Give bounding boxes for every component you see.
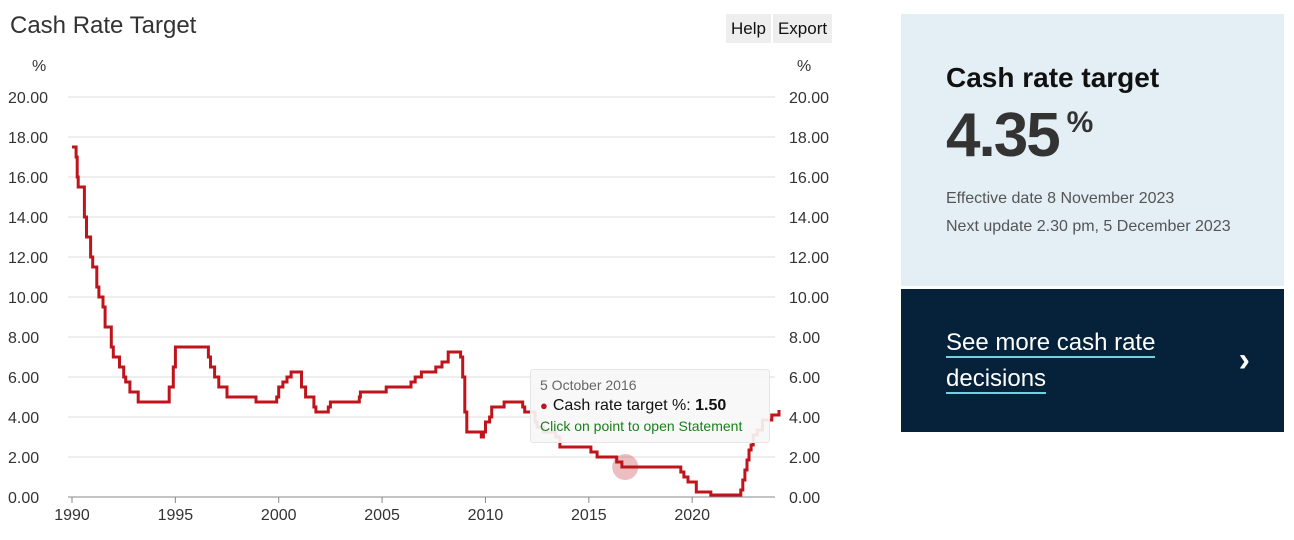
tooltip-series-label: Cash rate target %:	[552, 397, 691, 414]
y-tick-label-left: 20.00	[8, 90, 48, 107]
x-tick-label: 2015	[571, 507, 607, 524]
y-tick-label-right: 0.00	[789, 490, 820, 507]
y-axis-right-unit: %	[797, 58, 812, 75]
see-more-decisions-link[interactable]: See more cash rate decisions ›	[901, 289, 1284, 432]
card-rate-unit: %	[1066, 106, 1094, 139]
x-tick-label: 2020	[674, 507, 710, 524]
y-tick-label-right: 16.00	[789, 170, 829, 187]
tooltip-date: 5 October 2016	[540, 377, 637, 393]
y-tick-label-left: 8.00	[8, 330, 39, 347]
cta-label-wrap: See more cash rate decisions	[946, 325, 1206, 397]
y-tick-label-right: 4.00	[789, 410, 820, 427]
chart-tooltip: 5 October 2016 ● Cash rate target %: 1.50…	[530, 369, 770, 443]
chart-panel: 0.00 0.00 2.00 2.00 4.00 4.00 6.00 6.00 8.00 8.00…	[0, 0, 850, 540]
y-tick-label-right: 10.00	[789, 290, 829, 307]
tooltip-value: 1.50	[695, 397, 727, 414]
y-tick-label-right: 12.00	[789, 250, 829, 267]
chart-toolbar: Help Export	[726, 14, 833, 43]
series-dot-icon: ●	[540, 398, 548, 413]
card-effective-date: Effective date 8 November 2023	[946, 190, 1175, 207]
x-tick-label: 2000	[261, 507, 297, 524]
help-button[interactable]: Help	[726, 14, 771, 43]
tooltip-hint: Click on point to open Statement	[540, 418, 743, 434]
cta-label[interactable]: See more cash rate decisions	[946, 329, 1156, 394]
card-rate-value: 4.35	[946, 101, 1061, 170]
y-tick-label-right: 2.00	[789, 450, 820, 467]
card-title: Cash rate target	[946, 62, 1160, 93]
y-tick-label-right: 8.00	[789, 330, 820, 347]
tooltip-row: ● Cash rate target %: 1.50	[540, 397, 760, 415]
y-tick-label-left: 18.00	[8, 130, 48, 147]
y-tick-label-right: 18.00	[789, 130, 829, 147]
x-tick-label: 1995	[158, 507, 194, 524]
y-tick-label-left: 16.00	[8, 170, 48, 187]
chevron-right-icon[interactable]: ›	[1238, 341, 1250, 379]
y-tick-label-left: 14.00	[8, 210, 48, 227]
chart-title: Cash Rate Target	[10, 12, 197, 39]
y-tick-label-right: 6.00	[789, 370, 820, 387]
y-tick-label-left: 12.00	[8, 250, 48, 267]
y-tick-label-right: 20.00	[789, 90, 829, 107]
cash-rate-chart[interactable]: 0.00 0.00 2.00 2.00 4.00 4.00 6.00 6.00 8.00 8.00…	[0, 0, 850, 540]
y-tick-label-left: 4.00	[8, 410, 39, 427]
x-tick-label: 2010	[468, 507, 504, 524]
card-next-update: Next update 2.30 pm, 5 December 2023	[946, 218, 1231, 235]
x-tick-label: 2005	[364, 507, 400, 524]
x-tick-label: 1990	[54, 507, 90, 524]
y-tick-label-left: 2.00	[8, 450, 39, 467]
hover-point-halo	[612, 454, 639, 480]
y-tick-label-right: 14.00	[789, 210, 829, 227]
y-tick-label-left: 0.00	[8, 490, 39, 507]
y-tick-label-left: 6.00	[8, 370, 39, 387]
cash-rate-card: Cash rate target 4.35 % Effective date 8…	[901, 14, 1284, 286]
y-axis-left-unit: %	[32, 58, 47, 75]
series-line-cash-rate	[72, 145, 781, 497]
card-value-row: 4.35 %	[946, 104, 1240, 168]
y-tick-label-left: 10.00	[8, 290, 48, 307]
export-button[interactable]: Export	[772, 14, 833, 43]
